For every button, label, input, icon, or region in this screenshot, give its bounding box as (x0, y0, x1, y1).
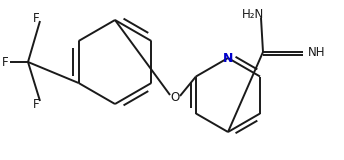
Text: N: N (223, 52, 233, 64)
Text: NH: NH (308, 45, 325, 59)
Text: F: F (33, 12, 39, 24)
Text: O: O (170, 91, 180, 104)
Text: H₂N: H₂N (242, 8, 264, 20)
Text: F: F (2, 56, 8, 68)
Text: F: F (33, 97, 39, 111)
